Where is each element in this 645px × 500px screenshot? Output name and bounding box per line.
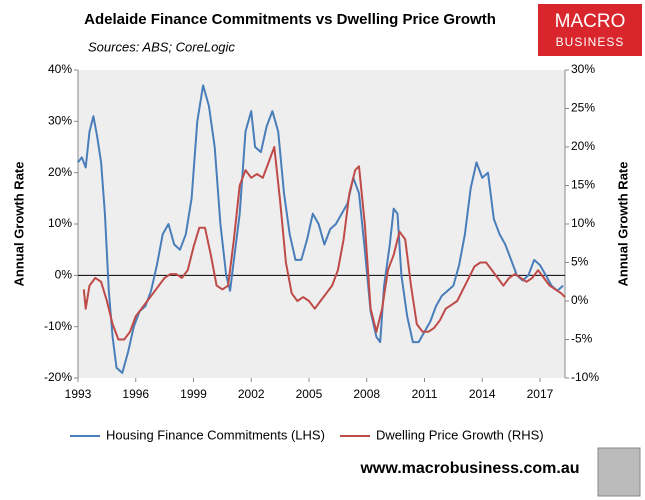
- y2-tick-label: 10%: [571, 216, 595, 230]
- y2-tick-label: 20%: [571, 139, 595, 153]
- x-tick-label: 2005: [296, 387, 323, 401]
- y-tick-label: -20%: [44, 370, 72, 384]
- chart-title: Adelaide Finance Commitments vs Dwelling…: [84, 11, 496, 28]
- x-tick-label: 2014: [469, 387, 496, 401]
- logo-image: [597, 447, 641, 497]
- x-tick-label: 2017: [527, 387, 554, 401]
- logo-text: BUSINESS: [556, 35, 625, 49]
- y2-tick-label: 15%: [571, 178, 595, 192]
- legend-label: Housing Finance Commitments (LHS): [106, 427, 325, 442]
- logo-box: [538, 4, 642, 56]
- y2-tick-label: 25%: [571, 101, 595, 115]
- y2-tick-label: 5%: [571, 255, 589, 269]
- y2-tick-label: -10%: [571, 370, 599, 384]
- y-tick-label: 20%: [48, 165, 72, 179]
- y2-tick-label: -5%: [571, 332, 593, 346]
- x-tick-label: 2008: [353, 387, 380, 401]
- y-tick-label: 10%: [48, 216, 72, 230]
- x-tick-label: 2011: [412, 387, 438, 401]
- chart-subtitle: Sources: ABS; CoreLogic: [88, 39, 235, 54]
- y-tick-label: 0%: [55, 268, 73, 282]
- plot-area: [78, 70, 565, 378]
- y-tick-label: 30%: [48, 114, 72, 128]
- y2-tick-label: 0%: [571, 293, 589, 307]
- x-tick-label: 1999: [180, 387, 207, 401]
- y-axis-label: Annual Growth Rate: [11, 162, 26, 287]
- logo-text: MACRO: [555, 11, 626, 32]
- x-tick-label: 1993: [65, 387, 92, 401]
- legend-label: Dwelling Price Growth (RHS): [376, 427, 544, 442]
- x-tick-label: 2002: [238, 387, 265, 401]
- x-tick-label: 1996: [122, 387, 149, 401]
- footer-url: www.macrobusiness.com.au: [359, 460, 579, 477]
- y2-tick-label: 30%: [571, 62, 595, 76]
- y-tick-label: 40%: [48, 62, 72, 76]
- series-line: [82, 146, 566, 341]
- y-tick-label: -10%: [44, 319, 72, 333]
- series-line: [77, 84, 564, 374]
- y2-axis-label: Annual Growth Rate: [615, 162, 630, 287]
